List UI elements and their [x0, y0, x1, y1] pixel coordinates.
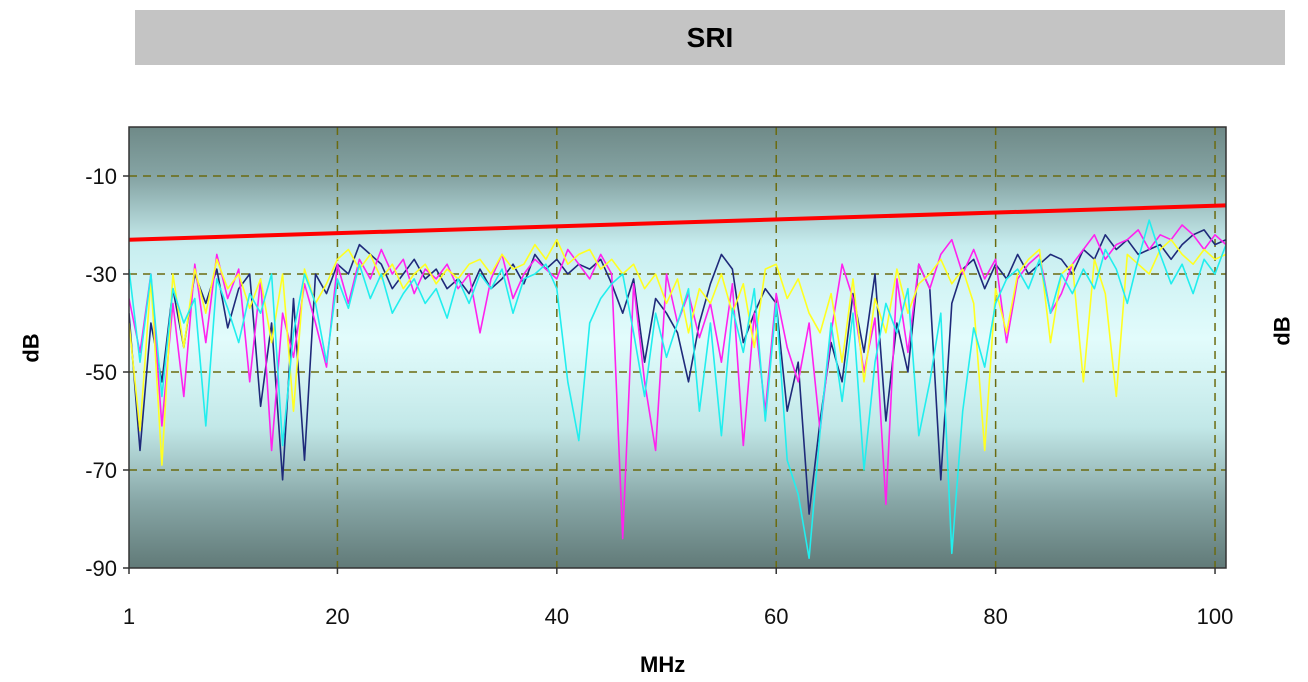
x-axis-label: MHz [640, 652, 686, 677]
x-tick-label: 100 [1197, 604, 1234, 629]
y-tick-label: -70 [85, 458, 117, 483]
plot-frame [128, 126, 1227, 569]
x-tick-label: 80 [983, 604, 1007, 629]
x-tick-label: 40 [545, 604, 569, 629]
series-layer [129, 219, 1226, 560]
grid-lines [129, 127, 1226, 568]
limit-layer [129, 203, 1226, 242]
y-tick-label: -10 [85, 164, 117, 189]
plot-background [129, 127, 1226, 568]
x-tick-label: 20 [325, 604, 349, 629]
y-tick-labels: -10 -30 -50 -70 -90 [85, 164, 129, 581]
x-tick-label: 60 [764, 604, 788, 629]
y-tick-label: -50 [85, 360, 117, 385]
y-tick-label: -90 [85, 556, 117, 581]
series-line-4 [129, 219, 1226, 560]
x-tick-labels: 1 20 40 60 80 100 [123, 568, 1234, 629]
x-tick-label: 1 [123, 604, 135, 629]
chart-title: SRI [135, 10, 1285, 65]
limit-line [129, 203, 1226, 242]
series-line-1 [129, 229, 1226, 515]
y-tick-label: -30 [85, 262, 117, 287]
